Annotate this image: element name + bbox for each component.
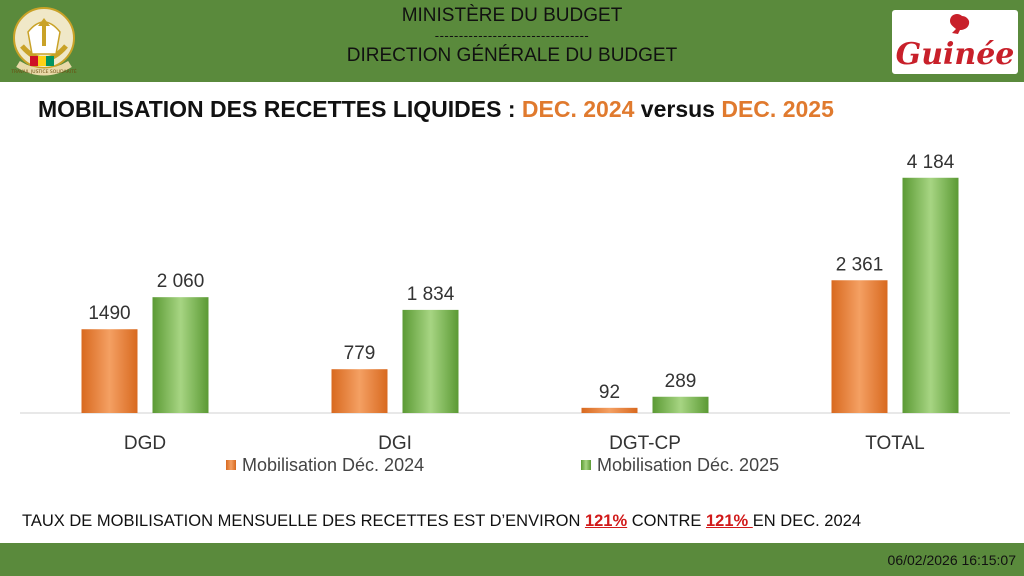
guinee-logo: Guinée <box>892 10 1018 74</box>
legend-label-2024: Mobilisation Déc. 2024 <box>242 455 424 475</box>
data-label-dgi-2024: 779 <box>344 343 376 364</box>
bar-dgd-2025 <box>152 297 209 413</box>
data-label-dgd-2025: 2 060 <box>157 271 205 292</box>
guinee-brand-icon: Guinée <box>896 13 1015 72</box>
guinea-coat-of-arms-emblem: TRAVAIL JUSTICE SOLIDARITÉ <box>8 2 80 80</box>
bar-dgi-2024 <box>331 369 388 413</box>
title-period-2025: DEC. 2025 <box>721 96 834 122</box>
bar-chart: 1490 2 060 DGD 779 1 834 DGI 92 289 DGT-CP 2 361 4… <box>20 152 1010 475</box>
bar-dgt-cp-2025 <box>652 396 709 413</box>
svg-text:TRAVAIL JUSTICE SOLIDARITÉ: TRAVAIL JUSTICE SOLIDARITÉ <box>10 67 76 75</box>
rate-2025-value: 121% <box>584 512 628 530</box>
x-tick-label-dgi: DGI <box>378 433 412 454</box>
legend-label-2025: Mobilisation Déc. 2025 <box>597 455 779 475</box>
mobilisation-rate-statement: TAUX DE MOBILISATION MENSUELLE DES RECET… <box>22 512 1012 531</box>
title-period-2024: DEC. 2024 <box>521 96 635 122</box>
data-label-total-2024: 2 361 <box>836 254 884 275</box>
bar-total-2025 <box>902 177 959 413</box>
data-label-total-2025: 4 184 <box>907 152 955 173</box>
data-label-dgt-cp-2025: 289 <box>665 371 697 392</box>
rate-text-after: EN DEC. 2024 <box>752 512 862 530</box>
footer-band: 06/02/2026 16:15:07 <box>0 543 1024 576</box>
title-versus: versus <box>634 96 722 122</box>
bar-dgi-2025 <box>402 309 459 413</box>
legend-swatch-2025 <box>581 460 591 470</box>
bar-dgd-2024 <box>81 329 138 413</box>
ministry-title: MINISTÈRE DU BUDGET <box>401 5 623 26</box>
header-band: TRAVAIL JUSTICE SOLIDARITÉ MINISTÈRE DU … <box>0 0 1024 82</box>
data-label-dgd-2024: 1490 <box>88 303 130 324</box>
rate-text-before: TAUX DE MOBILISATION MENSUELLE DES RECET… <box>22 512 585 530</box>
rate-text-middle: CONTRE <box>627 512 706 530</box>
svg-text:Guinée: Guinée <box>896 37 1015 72</box>
bar-total-2024 <box>831 280 888 413</box>
x-tick-label-dgd: DGD <box>124 433 166 454</box>
timestamp: 06/02/2026 16:15:07 <box>887 552 1016 568</box>
x-tick-label-dgt-cp: DGT-CP <box>609 433 681 454</box>
header-separator: -------------------------------- <box>434 28 590 43</box>
page-title: MOBILISATION DES RECETTES LIQUIDES : DEC… <box>38 96 834 123</box>
data-label-dgi-2025: 1 834 <box>407 284 455 305</box>
title-text: MOBILISATION DES RECETTES LIQUIDES : <box>38 96 522 122</box>
direction-title: DIRECTION GÉNÉRALE DU BUDGET <box>346 45 678 66</box>
bar-dgt-cp-2024 <box>581 407 638 413</box>
rate-2024-value: 121% <box>706 512 753 530</box>
data-label-dgt-cp-2024: 92 <box>599 382 620 403</box>
coat-of-arms-icon: TRAVAIL JUSTICE SOLIDARITÉ <box>10 7 77 76</box>
x-tick-label-total: TOTAL <box>865 433 924 454</box>
header-titles: MINISTÈRE DU BUDGET --------------------… <box>260 3 764 69</box>
legend-swatch-2024 <box>226 460 236 470</box>
